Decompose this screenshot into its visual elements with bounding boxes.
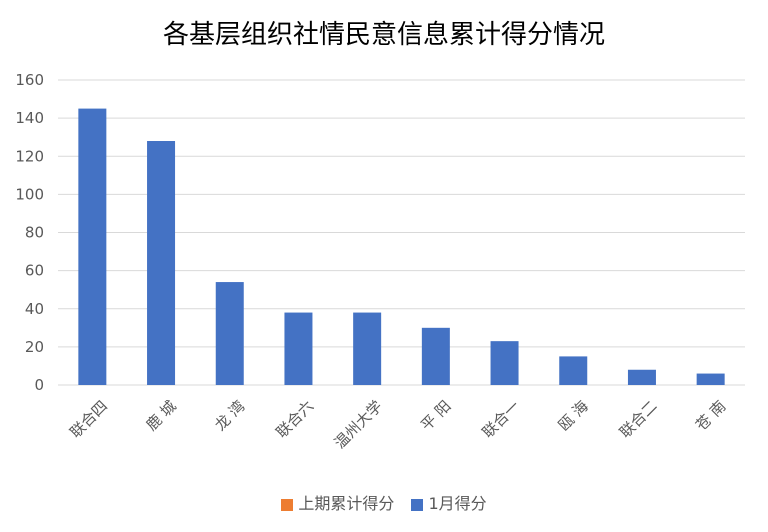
x-tick-label: 联合四 [67,397,112,442]
bar[interactable] [215,282,244,385]
bar[interactable] [78,108,107,385]
x-tick-label: 鹿 城 [142,397,179,434]
x-tick-label: 联合一 [479,397,524,442]
y-tick-label: 100 [15,185,44,203]
x-tick-label: 温州大学 [331,397,386,452]
x-axis-labels: 联合四鹿 城龙 湾联合六 温州大学平 阳联合一瓯 海联合二苍 南 [67,397,730,452]
x-tick-label: 联合六 [273,397,318,442]
legend-label-previous: 上期累计得分 [298,494,395,513]
legend-swatch-previous [281,498,294,511]
y-tick-label: 40 [25,300,44,318]
legend-item-january[interactable]: 1月得分 [411,490,487,514]
legend-item-previous[interactable]: 上期累计得分 [281,490,394,514]
bar[interactable] [627,369,656,385]
y-tick-label: 80 [25,224,44,242]
x-tick-label: 苍 南 [692,397,729,434]
y-axis-ticks: 0 20 40 60 80 100 120 140 160 [15,71,44,394]
bar[interactable] [490,341,519,385]
legend-label-january: 1月得分 [428,494,487,513]
x-tick-label: 瓯 海 [555,397,592,434]
bar[interactable] [353,312,382,385]
x-tick-label: 平 阳 [417,397,454,434]
y-tick-label: 160 [15,71,44,89]
x-tick-label: 联合二 [616,397,661,442]
y-tick-label: 140 [15,109,44,127]
y-tick-label: 0 [34,376,44,394]
y-tick-label: 120 [15,147,44,165]
bar[interactable] [421,327,450,385]
y-tick-label: 20 [25,338,44,356]
x-tick-label: 龙 湾 [211,397,248,434]
legend: 上期累计得分 1月得分 [0,490,768,514]
bar[interactable] [284,312,313,385]
bar[interactable] [147,141,176,385]
y-tick-label: 60 [25,262,44,280]
bar[interactable] [559,356,588,385]
bar[interactable] [696,373,725,385]
chart-title: 各基层组织社情民意信息累计得分情况 [162,20,605,50]
legend-swatch-january [411,498,424,511]
bars [78,108,725,385]
